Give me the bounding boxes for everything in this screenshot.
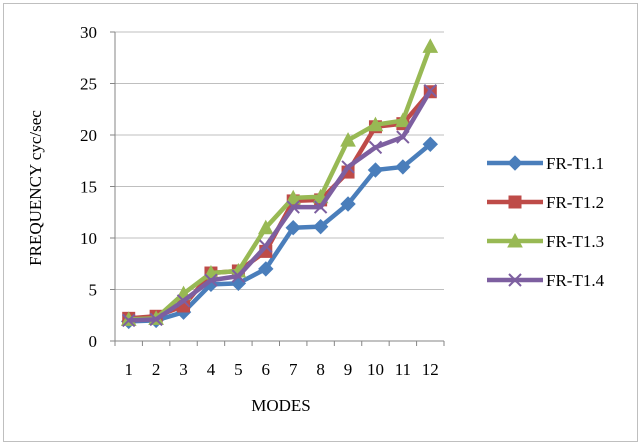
legend-entry: FR-T1.4 <box>487 271 605 290</box>
x-tick-label: 6 <box>262 360 271 379</box>
data-point <box>395 112 411 128</box>
data-point <box>340 132 356 147</box>
data-point <box>231 269 246 283</box>
x-tick-label: 2 <box>152 360 161 379</box>
data-point <box>257 219 274 235</box>
data-point <box>285 189 302 205</box>
y-tick-label: 15 <box>80 178 97 197</box>
grid-lines <box>115 31 444 290</box>
data-point <box>423 84 437 98</box>
data-point <box>204 273 218 287</box>
legend-marker <box>508 195 522 209</box>
legend-entry: FR-T1.3 <box>487 232 604 251</box>
x-tick-label: 9 <box>344 360 353 379</box>
data-point <box>396 130 410 144</box>
legend-label: FR-T1.2 <box>546 193 604 212</box>
data-point <box>176 294 191 308</box>
legend: FR-T1.1 FR-T1.2 FR-T1.3 FR-T1.4 <box>487 154 605 290</box>
x-tick-label: 1 <box>124 360 133 379</box>
data-point <box>149 312 163 327</box>
data-point <box>122 313 136 328</box>
y-tick-label: 0 <box>89 332 98 351</box>
x-tick-label: 7 <box>289 360 298 379</box>
y-tick-label: 25 <box>80 75 97 94</box>
legend-entry: FR-T1.1 <box>487 154 604 173</box>
series-group <box>120 38 439 330</box>
legend-marker <box>507 232 523 248</box>
x-tick-label: 5 <box>234 360 243 379</box>
data-point <box>395 159 411 175</box>
x-tick-label: 11 <box>395 360 411 379</box>
data-point <box>312 218 329 235</box>
y-tick-labels: 0 5 10 15 20 25 30 <box>80 23 97 351</box>
axes <box>110 31 445 346</box>
data-point <box>258 261 274 277</box>
data-point <box>341 160 355 174</box>
legend-label: FR-T1.3 <box>546 232 604 251</box>
legend-label: FR-T1.1 <box>546 154 604 173</box>
data-point <box>422 136 438 152</box>
x-tick-label: 12 <box>422 360 439 379</box>
y-tick-label: 5 <box>89 281 98 300</box>
data-point <box>368 140 383 155</box>
x-tick-label: 8 <box>316 360 325 379</box>
y-tick-label: 30 <box>80 23 97 42</box>
x-tick-label: 4 <box>207 360 216 379</box>
legend-marker <box>508 273 522 287</box>
legend-entry: FR-T1.2 <box>487 193 604 212</box>
data-point <box>367 116 384 132</box>
data-point <box>340 196 356 212</box>
series-fr-t1-4 <box>122 84 437 328</box>
legend-marker <box>507 155 523 171</box>
series-fr-t1-3 <box>120 38 439 326</box>
data-point <box>313 200 328 214</box>
x-axis-title: MODES <box>251 396 311 415</box>
data-point <box>285 219 301 236</box>
x-tick-labels: 1 2 3 4 5 6 7 8 9 10 11 12 <box>124 360 438 379</box>
data-point <box>422 38 439 53</box>
data-point <box>286 200 300 214</box>
data-point <box>367 162 384 178</box>
x-tick-label: 10 <box>367 360 384 379</box>
y-axis-title: FREQUENCY cyc/sec <box>26 110 45 266</box>
y-tick-label: 10 <box>80 229 97 248</box>
legend-label: FR-T1.4 <box>546 271 605 290</box>
data-point <box>259 239 273 253</box>
x-tick-label: 3 <box>179 360 188 379</box>
series-line <box>128 89 433 323</box>
y-tick-label: 20 <box>80 126 97 145</box>
